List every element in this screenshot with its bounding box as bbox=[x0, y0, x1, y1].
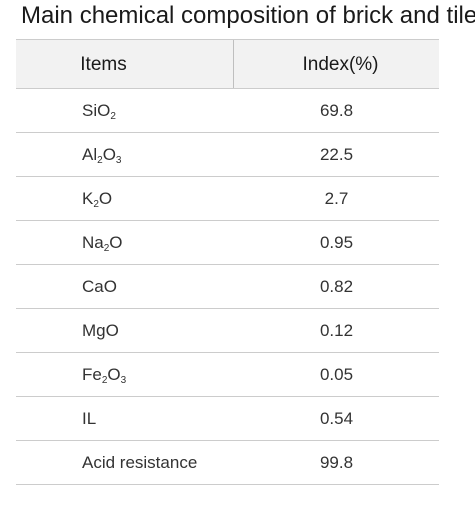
table-row: Na2O 0.95 bbox=[16, 221, 439, 265]
formula-text: IL bbox=[82, 409, 97, 428]
formula-text: Acid resistance bbox=[82, 453, 198, 472]
table-header-row: Items Index(%) bbox=[16, 39, 439, 89]
item-cell: K2O bbox=[16, 177, 234, 220]
index-cell: 2.7 bbox=[324, 189, 349, 208]
formula-text: Al bbox=[82, 145, 98, 164]
table-row: Al2O3 22.5 bbox=[16, 133, 439, 177]
formula-text: Na bbox=[82, 233, 104, 252]
item-cell: CaO bbox=[16, 265, 234, 308]
index-cell: 0.95 bbox=[319, 233, 354, 252]
formula-text: CaO bbox=[82, 277, 117, 296]
formula-subscript: 3 bbox=[120, 375, 127, 386]
table-row: MgO 0.12 bbox=[16, 309, 439, 353]
formula-subscript: 2 bbox=[110, 111, 116, 122]
formula-text: K bbox=[82, 189, 94, 208]
formula-text: SiO bbox=[82, 101, 111, 120]
table-row: CaO 0.82 bbox=[16, 265, 439, 309]
header-items: Items bbox=[16, 40, 234, 88]
index-cell: 69.8 bbox=[319, 101, 354, 120]
formula-text: MgO bbox=[82, 321, 119, 340]
formula-text: O bbox=[102, 145, 116, 164]
index-cell: 0.82 bbox=[319, 277, 354, 296]
item-cell: IL bbox=[16, 397, 234, 440]
formula-subscript: 2 bbox=[97, 155, 103, 166]
table-row: IL 0.54 bbox=[16, 397, 439, 441]
index-cell: 0.05 bbox=[319, 365, 354, 384]
table-body: SiO2 69.8 Al2O3 22.5 K2O 2.7 Na2O 0.95 CaO 0.82 Mg… bbox=[16, 89, 439, 485]
header-index: Index(%) bbox=[302, 54, 379, 75]
index-cell: 0.54 bbox=[319, 409, 354, 428]
item-cell: Acid resistance bbox=[16, 441, 234, 484]
item-cell: Al2O3 bbox=[16, 133, 234, 176]
item-cell: Na2O bbox=[16, 221, 234, 264]
formula-subscript: 2 bbox=[103, 243, 110, 254]
formula-text: O bbox=[109, 233, 123, 252]
table-row: Fe2O3 0.05 bbox=[16, 353, 439, 397]
item-cell: Fe2O3 bbox=[16, 353, 234, 396]
formula-subscript: 2 bbox=[93, 199, 99, 210]
composition-table: Items Index(%) SiO2 69.8 Al2O3 22.5 K2O 2.7 Na… bbox=[16, 39, 439, 485]
table-row: SiO2 69.8 bbox=[16, 89, 439, 133]
item-cell: MgO bbox=[16, 309, 234, 352]
formula-text: O bbox=[98, 189, 113, 208]
index-cell: 99.8 bbox=[319, 453, 354, 472]
formula-subscript: 2 bbox=[101, 375, 108, 386]
page-title: Main chemical composition of brick and t… bbox=[21, 2, 475, 29]
index-cell: 0.12 bbox=[319, 321, 354, 340]
table-row: K2O 2.7 bbox=[16, 177, 439, 221]
item-cell: SiO2 bbox=[16, 89, 234, 132]
index-cell: 22.5 bbox=[319, 145, 354, 164]
table-row: Acid resistance 99.8 bbox=[16, 441, 439, 485]
formula-subscript: 3 bbox=[115, 155, 122, 166]
formula-text: Fe bbox=[82, 365, 102, 384]
formula-text: O bbox=[107, 365, 121, 384]
